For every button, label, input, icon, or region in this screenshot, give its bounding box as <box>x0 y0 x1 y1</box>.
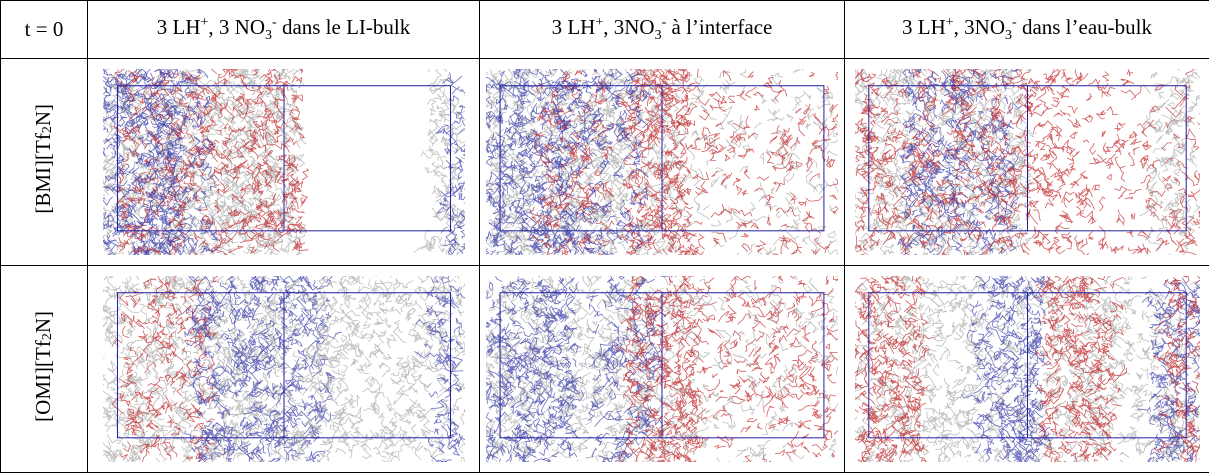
molecules <box>1016 69 1078 255</box>
text: , 3NO <box>954 15 1005 39</box>
text: 3 LH <box>157 15 201 39</box>
text: à l’interface <box>666 15 772 39</box>
subscript: 2 <box>41 333 56 340</box>
row-header: [BMI][Tf2N] <box>1 59 88 266</box>
snapshot <box>855 276 1200 462</box>
text: , 3NO <box>603 15 654 39</box>
text: 3 LH <box>552 15 596 39</box>
subscript: 3 <box>655 28 662 43</box>
molecules <box>275 276 464 462</box>
image-cell <box>88 266 480 473</box>
molecules <box>855 276 933 462</box>
row: [OMI][Tf2N] <box>1 266 1209 473</box>
text: N] <box>31 104 55 126</box>
image-cell <box>88 59 480 266</box>
row: [BMI][Tf2N] <box>1 59 1209 266</box>
text: [BMI][Tf <box>31 133 55 213</box>
corner-cell: t = 0 <box>1 1 88 59</box>
subscript: 2 <box>41 126 56 133</box>
snapshot <box>486 276 838 462</box>
molecules <box>672 69 838 255</box>
text: dans le LI-bulk <box>277 15 411 39</box>
text: 3 LH <box>902 15 946 39</box>
row-label: [BMI][Tf2N] <box>31 104 56 214</box>
molecules <box>676 276 838 462</box>
text: dans l’eau-bulk <box>1017 15 1152 39</box>
corner-label: t = 0 <box>25 17 64 41</box>
image-cell <box>845 59 1209 266</box>
row-header: [OMI][Tf2N] <box>1 266 88 473</box>
row-label: [OMI][Tf2N] <box>31 311 56 422</box>
superscript: + <box>946 15 954 30</box>
image-cell <box>480 266 845 473</box>
header-row: t = 0 3 LH+, 3 NO3- dans le LI-bulk 3 LH… <box>1 1 1209 59</box>
column-header: 3 LH+, 3NO3- dans l’eau-bulk <box>845 1 1209 59</box>
snapshot <box>855 69 1200 255</box>
column-header: 3 LH+, 3NO3- à l’interface <box>480 1 845 59</box>
subscript: 3 <box>1005 28 1012 43</box>
snapshot <box>103 69 465 255</box>
column-header: 3 LH+, 3 NO3- dans le LI-bulk <box>88 1 480 59</box>
image-cell <box>480 59 845 266</box>
snapshot <box>103 276 465 462</box>
molecules <box>1139 69 1200 255</box>
text: , 3 NO <box>208 15 265 39</box>
subscript: 3 <box>265 28 272 43</box>
molecules <box>279 276 341 462</box>
text: N] <box>31 311 55 333</box>
text: [OMI][Tf <box>31 340 55 422</box>
snapshot <box>486 69 838 255</box>
image-cell <box>845 266 1209 473</box>
